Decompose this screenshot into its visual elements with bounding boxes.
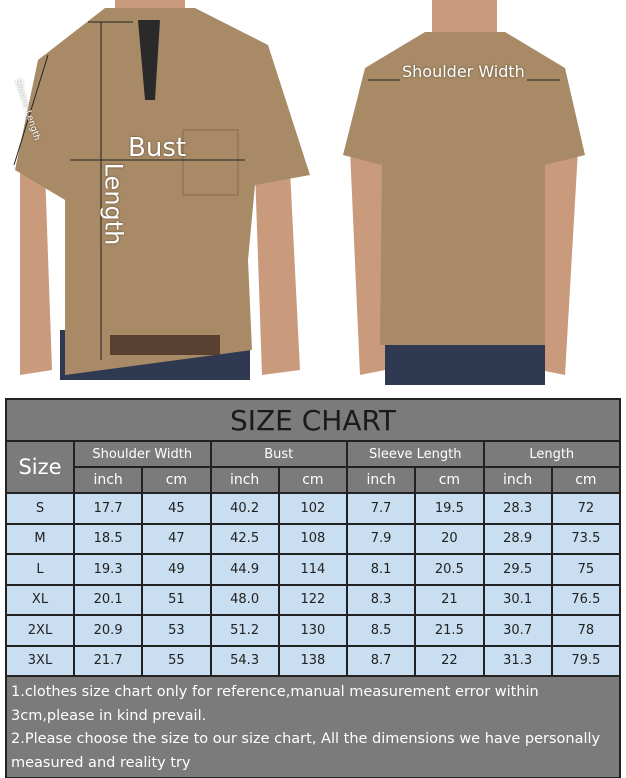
size-cell: 3XL <box>5 644 75 677</box>
group-header: Length <box>482 440 621 468</box>
value-cell: 102 <box>277 492 349 525</box>
shoulder-width-label: Shoulder Width <box>400 62 527 81</box>
value-cell: 42.5 <box>209 522 280 555</box>
value-cell: 21.7 <box>72 644 144 677</box>
value-cell: 21 <box>414 583 485 616</box>
value-cell: 47 <box>141 522 212 555</box>
table-row: 3XL 21.7 55 54.3 138 8.7 22 31.3 79.5 <box>5 644 622 677</box>
notes: 1.clothes size chart only for reference,… <box>5 675 621 778</box>
value-cell: 130 <box>277 614 349 647</box>
value-cell: 45 <box>141 492 212 525</box>
group-header: Shoulder Width <box>73 440 212 468</box>
value-cell: 51.2 <box>209 614 280 647</box>
unit-header: cm <box>550 466 622 494</box>
value-cell: 122 <box>277 583 349 616</box>
value-cell: 8.5 <box>345 614 417 647</box>
size-cell: M <box>5 522 75 555</box>
value-cell: 7.9 <box>345 522 417 555</box>
unit-header: inch <box>72 466 144 494</box>
value-cell: 20 <box>414 522 485 555</box>
size-cell: XL <box>5 583 75 616</box>
unit-header: cm <box>414 466 485 494</box>
size-cell: L <box>5 553 75 586</box>
table-row: S 17.7 45 40.2 102 7.7 19.5 28.3 72 <box>5 492 622 525</box>
value-cell: 114 <box>277 553 349 586</box>
group-header: Bust <box>209 440 348 468</box>
value-cell: 8.3 <box>345 583 417 616</box>
size-cell: 2XL <box>5 614 75 647</box>
value-cell: 28.3 <box>482 492 553 525</box>
value-cell: 22 <box>414 644 485 677</box>
value-cell: 54.3 <box>209 644 280 677</box>
table-row: 2XL 20.9 53 51.2 130 8.5 21.5 30.7 78 <box>5 614 622 647</box>
bust-label: Bust <box>128 133 187 163</box>
value-cell: 73.5 <box>550 522 622 555</box>
size-cell: S <box>5 492 75 525</box>
value-cell: 30.1 <box>482 583 553 616</box>
length-label: Length <box>99 162 128 246</box>
note-2: 2.Please choose the size to our size cha… <box>11 731 601 771</box>
value-cell: 72 <box>550 492 622 525</box>
unit-header: inch <box>482 466 553 494</box>
value-cell: 18.5 <box>72 522 144 555</box>
value-cell: 79.5 <box>550 644 622 677</box>
value-cell: 7.7 <box>345 492 417 525</box>
size-header: Size <box>5 440 75 494</box>
value-cell: 76.5 <box>550 583 622 616</box>
value-cell: 19.5 <box>414 492 485 525</box>
value-cell: 28.9 <box>482 522 553 555</box>
value-cell: 20.1 <box>72 583 144 616</box>
value-cell: 29.5 <box>482 553 553 586</box>
table-row: L 19.3 49 44.9 114 8.1 20.5 29.5 75 <box>5 553 622 586</box>
unit-header: inch <box>345 466 417 494</box>
table-row: M 18.5 47 42.5 108 7.9 20 28.9 73.5 <box>5 522 622 555</box>
group-header: Sleeve Length <box>346 440 485 468</box>
value-cell: 31.3 <box>482 644 553 677</box>
value-cell: 55 <box>141 644 212 677</box>
value-cell: 20.5 <box>414 553 485 586</box>
value-cell: 49 <box>141 553 212 586</box>
size-chart-table: SIZE CHART Size Shoulder Width Bust Slee… <box>5 398 622 778</box>
value-cell: 30.7 <box>482 614 553 647</box>
shirt-photos <box>13 0 585 385</box>
value-cell: 44.9 <box>209 553 280 586</box>
value-cell: 20.9 <box>72 614 144 647</box>
value-cell: 19.3 <box>72 553 144 586</box>
value-cell: 40.2 <box>209 492 280 525</box>
value-cell: 48.0 <box>209 583 280 616</box>
value-cell: 51 <box>141 583 212 616</box>
value-cell: 21.5 <box>414 614 485 647</box>
value-cell: 138 <box>277 644 349 677</box>
value-cell: 53 <box>141 614 212 647</box>
note-1: 1.clothes size chart only for reference,… <box>11 684 539 724</box>
value-cell: 75 <box>550 553 622 586</box>
value-cell: 78 <box>550 614 622 647</box>
value-cell: 8.7 <box>345 644 417 677</box>
value-cell: 108 <box>277 522 349 555</box>
unit-header: cm <box>141 466 212 494</box>
value-cell: 8.1 <box>345 553 417 586</box>
unit-header: inch <box>209 466 280 494</box>
value-cell: 17.7 <box>72 492 144 525</box>
table-row: XL 20.1 51 48.0 122 8.3 21 30.1 76.5 <box>5 583 622 616</box>
table-title: SIZE CHART <box>5 398 621 442</box>
unit-header: cm <box>277 466 349 494</box>
